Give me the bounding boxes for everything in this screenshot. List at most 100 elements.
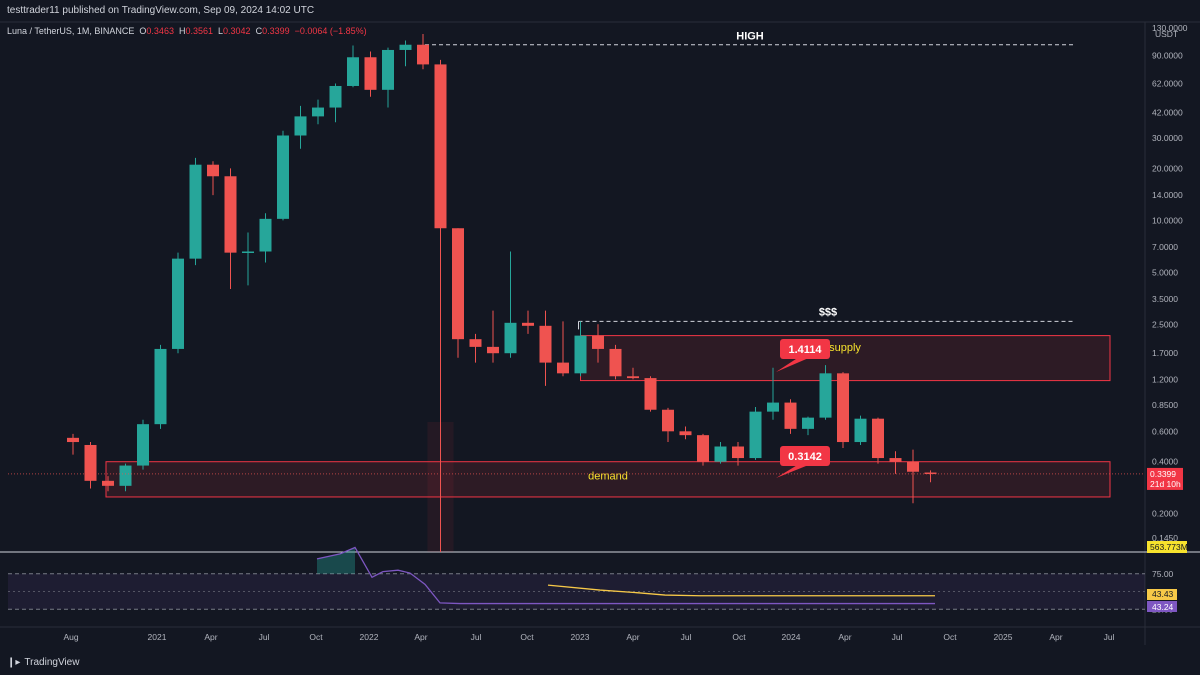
footer-brand: ❙▸ TradingView: [7, 655, 79, 669]
candle-body: [697, 435, 709, 462]
price-tick-label: 42.0000: [1152, 108, 1183, 118]
rsi-overbought-fill: [317, 547, 355, 574]
price-tick-label: 1.2000: [1152, 374, 1178, 384]
price-tick-label: 130.0000: [1152, 23, 1188, 33]
rsi-ma-value: 43.43: [1152, 589, 1174, 599]
publisher-header: testtrader11 published on TradingView.co…: [0, 0, 1200, 22]
price-tick-label: 2.5000: [1152, 319, 1178, 329]
candle-body: [662, 409, 674, 432]
candle-body: [434, 64, 447, 229]
time-tick-label: Jul: [681, 632, 692, 642]
candle-body: [102, 480, 114, 486]
close-value: 0.3399: [262, 26, 290, 36]
open-value: 0.3463: [146, 26, 174, 36]
rsi-ma-line: [547, 584, 935, 597]
time-tick-label: 2024: [782, 632, 801, 642]
candle-body: [522, 322, 534, 326]
candle-body: [609, 348, 622, 377]
open-label: O: [139, 26, 147, 36]
volume-tag: [1147, 541, 1187, 553]
demand-callout-pointer: [776, 464, 811, 478]
candle-body: [382, 49, 394, 90]
supply-zone-label: supply: [829, 342, 861, 354]
time-tick-label: Jul: [892, 632, 903, 642]
price-tick-label: 10.0000: [1152, 215, 1183, 225]
rsi-value: 43.24: [1152, 602, 1174, 612]
candle-body: [487, 346, 499, 354]
time-tick-label: Aug: [63, 632, 78, 642]
candle-body: [679, 431, 692, 436]
time-tick-label: Apr: [414, 632, 427, 642]
price-tick-label: 7.0000: [1152, 242, 1178, 252]
candle-body: [732, 446, 744, 459]
change-value: −0.0064 (−1.85%): [294, 26, 367, 36]
countdown-value: 21d 10h: [1150, 479, 1181, 489]
symbol-name: Luna / TetherUS, 1M, BINANCE: [7, 26, 135, 36]
price-tick-label: 0.4000: [1152, 457, 1178, 467]
last-price-tag: [1147, 467, 1183, 490]
time-tick-label: Jul: [1104, 632, 1115, 642]
rsi-line: [316, 546, 935, 605]
demand-zone: [105, 461, 1111, 498]
time-tick-label: Jul: [259, 632, 270, 642]
candle-body: [224, 176, 237, 253]
price-tick-label: 1.7000: [1152, 348, 1178, 358]
time-tick-label: 2022: [360, 632, 379, 642]
candle-body: [172, 258, 184, 349]
tradingview-brand-text: TradingView: [24, 656, 80, 668]
demand-zone-label: demand: [588, 471, 628, 483]
time-tick-label: 2025: [994, 632, 1013, 642]
candle-body: [137, 424, 149, 466]
candle-body: [889, 458, 902, 462]
time-tick-label: Oct: [520, 632, 534, 642]
price-tick-label: 30.0000: [1152, 133, 1183, 143]
candle-body: [469, 339, 482, 347]
price-tick-label: 3.5000: [1152, 294, 1178, 304]
candle-body: [539, 325, 552, 363]
candle-body: [67, 437, 79, 443]
candle-body: [277, 135, 289, 219]
close-label: C: [255, 26, 263, 36]
candle-body: [259, 218, 272, 252]
candle-body: [417, 44, 429, 65]
price-tick-label: 0.2000: [1152, 509, 1178, 519]
time-tick-label: Jul: [471, 632, 482, 642]
candle-body: [644, 378, 657, 410]
time-tick-label: 2023: [571, 632, 590, 642]
time-tick-label: Oct: [309, 632, 323, 642]
rsi-ma-tag: [1147, 589, 1177, 600]
candle-body: [189, 164, 202, 259]
candle-body: [837, 373, 849, 443]
high-label: HIGH: [736, 31, 764, 43]
price-tick-label: 5.0000: [1152, 267, 1178, 277]
candle-body: [819, 373, 832, 418]
currency-label: USDT: [1155, 29, 1178, 39]
price-tick-label: 0.8500: [1152, 400, 1178, 410]
time-tick-label: Oct: [732, 632, 746, 642]
candle-body: [312, 107, 324, 117]
candle-body: [329, 85, 342, 108]
price-tick-label: 20.0000: [1152, 163, 1183, 173]
candle-body: [802, 417, 814, 429]
time-tick-label: Apr: [626, 632, 639, 642]
candle-body: [574, 335, 587, 374]
liquidity-label: $$$: [819, 306, 837, 318]
price-tick-label: 0.1450: [1152, 533, 1178, 543]
candle-body: [854, 418, 867, 443]
time-tick-label: Apr: [838, 632, 851, 642]
candle-body: [714, 446, 727, 462]
rsi-upper-label: 75.00: [1152, 569, 1174, 579]
candle-body: [364, 57, 377, 90]
low-label: L: [218, 26, 224, 36]
last-price-value: 0.3399: [1150, 469, 1176, 479]
demand-callout-box: [780, 446, 830, 466]
supply-callout-label: 1.4114: [788, 344, 822, 356]
time-tick-label: Oct: [943, 632, 957, 642]
candle-body: [767, 402, 779, 412]
price-tick-label: 90.0000: [1152, 51, 1183, 61]
candle-body: [119, 465, 132, 486]
candle-body: [452, 228, 464, 340]
low-value: 0.3042: [223, 26, 251, 36]
time-tick-label: 2021: [148, 632, 167, 642]
